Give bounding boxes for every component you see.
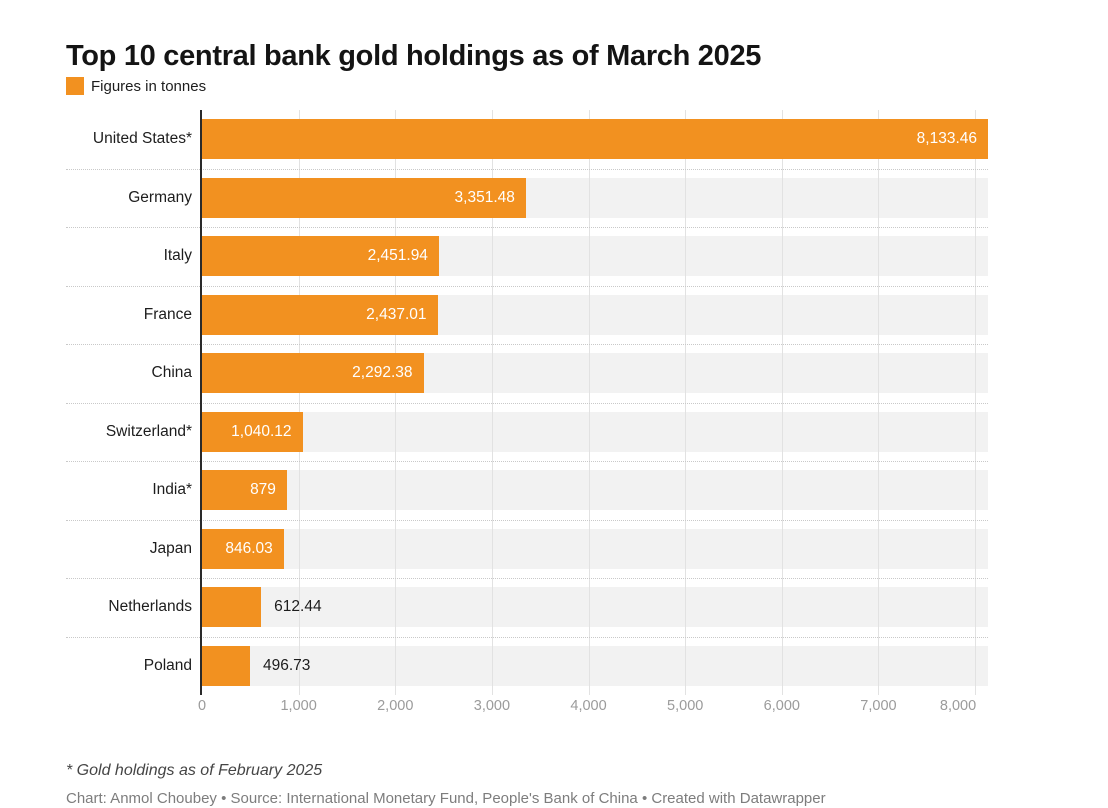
row-separator — [66, 578, 988, 579]
bar-row: Germany 3,351.48 — [66, 169, 988, 228]
x-tick-label: 3,000 — [473, 698, 511, 714]
row-separator — [66, 402, 988, 404]
value-label: 1,040.12 — [231, 422, 292, 440]
credit-line: Chart: Anmol Choubey • Source: Internati… — [66, 790, 826, 807]
category-label: Switzerland* — [105, 422, 192, 440]
bar-row: Netherlands 612.44 — [66, 578, 988, 637]
x-tick-label: 2,000 — [377, 698, 414, 714]
bar: 3,351.48 — [202, 177, 526, 218]
value-label: 879 — [250, 481, 276, 498]
legend: Figures in tonnes — [66, 77, 206, 95]
bar-row: France 2,437.01 — [66, 286, 988, 345]
bar-row: Poland 496.73 — [66, 637, 988, 696]
category-label: Poland — [143, 656, 192, 674]
bar: 879 — [202, 470, 287, 510]
category-label: Netherlands — [108, 598, 192, 616]
value-label: 8,133.46 — [916, 130, 977, 147]
bar: 2,451.94 — [202, 236, 439, 276]
bar: 1,040.12 — [202, 411, 303, 452]
row-separator — [66, 461, 988, 462]
bar: 846.03 — [202, 528, 284, 569]
x-tick-label: 0 — [197, 698, 207, 714]
bar: 8,133.46 — [202, 119, 988, 159]
value-label: 2,292.38 — [352, 364, 413, 381]
bar: 2,292.38 — [202, 353, 424, 393]
bar-row: India* 879 — [66, 461, 988, 520]
row-separator — [66, 227, 988, 228]
bar-row: China 2,292.38 — [66, 344, 988, 403]
y-axis-line — [200, 110, 202, 695]
category-label: United States* — [92, 130, 192, 148]
x-tick-label: 6,000 — [763, 698, 800, 714]
row-separator — [66, 636, 988, 638]
value-label: 612.44 — [274, 598, 322, 615]
bar-track — [202, 645, 988, 686]
bar — [202, 587, 262, 627]
value-label: 2,437.01 — [366, 305, 427, 323]
bar-row: Italy 2,451.94 — [66, 227, 988, 286]
bar-row: Japan 846.03 — [66, 520, 988, 579]
x-tick-label: 1,000 — [280, 698, 317, 714]
x-tick-label: 7,000 — [860, 698, 897, 714]
row-separator — [66, 285, 988, 287]
category-label: Italy — [163, 247, 192, 265]
bar-track — [202, 587, 988, 627]
bar-track — [202, 411, 988, 452]
row-separator — [66, 344, 988, 345]
x-tick-label: 5,000 — [667, 698, 704, 714]
x-tick-label: 8,000 — [939, 698, 977, 714]
value-label: 496.73 — [263, 656, 311, 674]
value-label: 846.03 — [225, 539, 273, 557]
row-separator — [66, 168, 988, 170]
legend-swatch-icon — [66, 77, 84, 95]
category-label: Germany — [128, 188, 192, 206]
bar-row: United States* 8,133.46 — [66, 110, 988, 169]
footnote: * Gold holdings as of February 2025 — [66, 762, 323, 779]
x-axis: 0 1,000 2,000 3,000 4,000 5,000 6,000 7,000 8,00… — [198, 698, 988, 718]
bar-chart: United States* 8,133.46 Germany 3,351.48 Ita… — [66, 110, 988, 695]
bar-row: Switzerland* 1,040.12 — [66, 403, 988, 462]
bar: 2,437.01 — [202, 294, 438, 335]
page-title: Top 10 central bank gold holdings as of … — [66, 40, 762, 73]
category-label: Japan — [149, 539, 192, 557]
category-label: China — [151, 364, 193, 382]
category-label: France — [143, 305, 192, 323]
legend-label: Figures in tonnes — [91, 77, 207, 95]
category-label: India* — [152, 481, 192, 499]
bar-track — [202, 528, 988, 569]
value-label: 3,351.48 — [454, 188, 515, 206]
bar-track — [202, 470, 988, 510]
bar — [202, 645, 250, 686]
row-separator — [66, 519, 988, 521]
value-label: 2,451.94 — [367, 247, 428, 264]
x-tick-label: 4,000 — [570, 698, 607, 714]
